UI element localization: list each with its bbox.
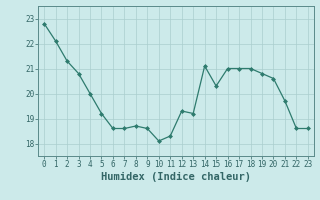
X-axis label: Humidex (Indice chaleur): Humidex (Indice chaleur) <box>101 172 251 182</box>
